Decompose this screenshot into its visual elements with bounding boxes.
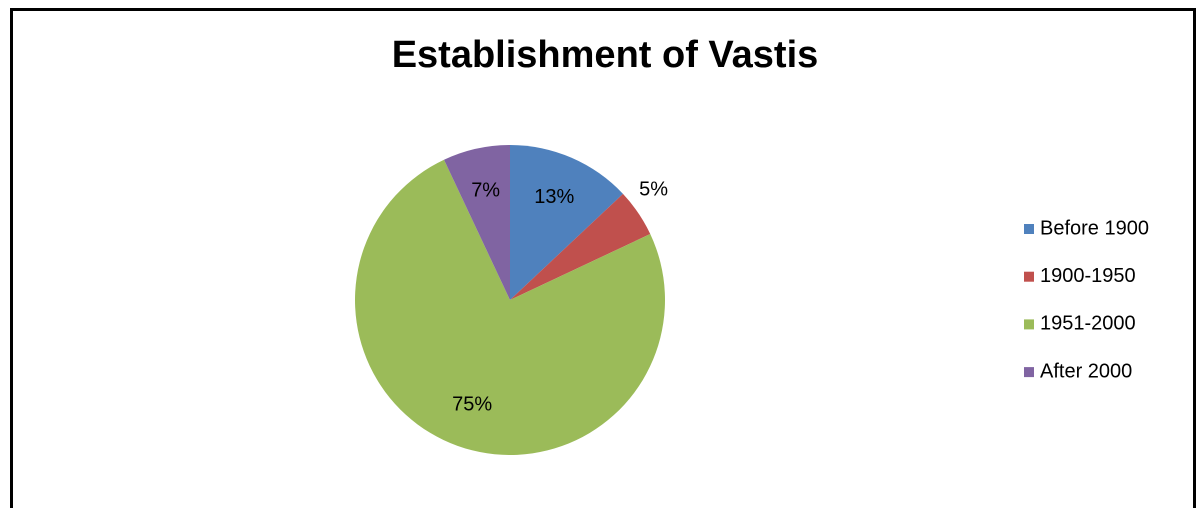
data-label: 13% xyxy=(534,186,574,208)
legend-swatch xyxy=(1024,224,1034,234)
data-label: 75% xyxy=(452,393,492,415)
legend-swatch xyxy=(1024,271,1034,282)
pie-slice xyxy=(510,193,651,300)
pie-slice xyxy=(510,145,623,300)
legend-label: 1900-1950 xyxy=(1040,265,1136,287)
legend-label: Before 1900 xyxy=(1040,217,1149,239)
chart-title: Establishment of Vastis xyxy=(392,34,819,76)
legend-swatch xyxy=(1024,319,1034,330)
pie-slice xyxy=(444,145,510,300)
legend-swatch xyxy=(1024,367,1034,378)
legend-label: After 2000 xyxy=(1040,360,1132,382)
legend-label: 1951-2000 xyxy=(1040,313,1136,335)
pie-slice xyxy=(354,159,665,455)
data-label: 7% xyxy=(471,179,500,201)
data-label: 5% xyxy=(639,179,668,201)
